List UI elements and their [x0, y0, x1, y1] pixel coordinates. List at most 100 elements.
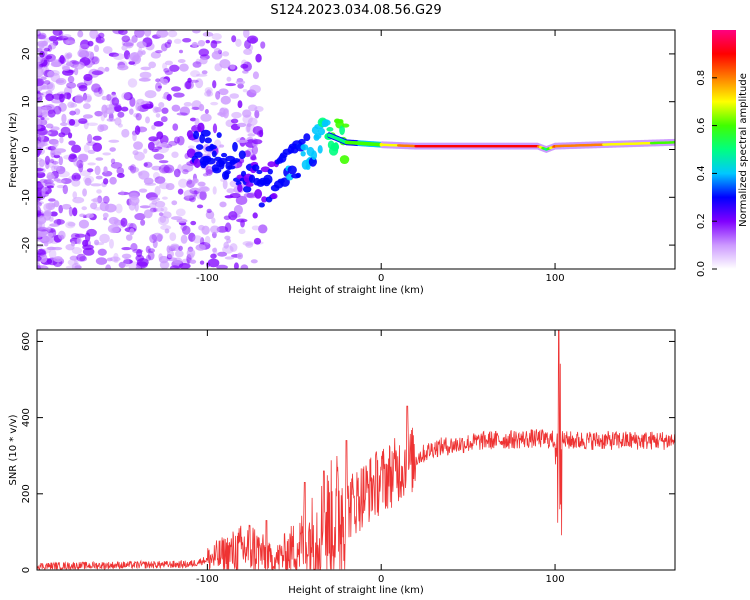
noise-blob [83, 73, 93, 82]
noise-blob [71, 247, 83, 255]
noise-blob [187, 178, 193, 185]
noise-blob [105, 264, 112, 269]
noise-blob [153, 121, 164, 127]
noise-blob [40, 235, 52, 242]
noise-blob [148, 136, 159, 142]
noise-blob [37, 197, 41, 202]
noise-blob [38, 159, 46, 168]
noise-blob [202, 173, 209, 177]
noise-blob [209, 225, 220, 234]
noise-blob [50, 211, 58, 217]
noise-blob [238, 157, 245, 164]
snr-frame [36, 329, 676, 571]
noise-blob [56, 218, 62, 226]
noise-blob [102, 195, 110, 204]
noise-blob [85, 51, 94, 59]
snr-y-axis-label: SNR (10 * v/v) [8, 414, 19, 485]
noise-blob [52, 140, 59, 147]
noise-blob [145, 254, 152, 261]
noise-blob [242, 109, 252, 118]
noise-blob [69, 255, 79, 261]
noise-blob [133, 113, 140, 118]
noise-blob [86, 228, 97, 237]
noise-blob [91, 198, 102, 203]
noise-blob [71, 61, 81, 65]
noise-blob [195, 73, 208, 77]
ridge-blob [212, 167, 222, 174]
colorbar-label: Normalized spectral amplitude [738, 73, 749, 227]
ridge-blob [194, 151, 203, 158]
noise-blob [113, 252, 119, 261]
noise-blob [123, 257, 130, 267]
noise-blob [65, 61, 74, 67]
ridge-blob [256, 169, 263, 175]
noise-blob [48, 35, 58, 42]
noise-blob [189, 187, 201, 195]
noise-blob [43, 202, 53, 212]
noise-blob [83, 144, 90, 153]
noise-blob [152, 239, 158, 249]
noise-blob [250, 259, 258, 264]
noise-blob [147, 251, 155, 261]
noise-blob [212, 247, 217, 253]
ridge-blob [287, 165, 297, 175]
noise-blob [44, 103, 56, 111]
noise-blob [147, 141, 155, 151]
noise-blob [235, 38, 242, 47]
noise-blob [67, 259, 78, 266]
noise-blob [111, 91, 116, 96]
noise-blob [65, 265, 78, 269]
ridge-blob [186, 148, 196, 159]
snr-series-line [37, 330, 675, 570]
noise-blob [62, 34, 72, 39]
noise-blob [95, 36, 105, 44]
noise-blob [37, 231, 44, 238]
ridge-blob [221, 152, 228, 158]
noise-blob [37, 265, 41, 269]
noise-blob [225, 83, 237, 87]
noise-blob [183, 102, 192, 107]
snr-x-axis-label: Height of straight line (km) [288, 585, 424, 596]
noise-blob [138, 188, 148, 193]
ridge-blob [227, 165, 236, 170]
noise-blob [253, 237, 262, 245]
noise-blob [81, 206, 87, 211]
noise-blob [37, 78, 45, 86]
ridge-blob [197, 122, 205, 133]
noise-blob [115, 203, 123, 214]
ridge-blob [232, 141, 238, 152]
noise-blob [68, 118, 76, 126]
noise-blob [48, 216, 54, 222]
noise-blob [121, 106, 129, 112]
noise-blob [155, 78, 161, 83]
noise-blob [76, 159, 84, 169]
noise-blob [68, 206, 74, 217]
noise-blob [145, 245, 151, 254]
noise-blob [118, 261, 126, 269]
noise-blob [61, 113, 67, 124]
noise-blob [219, 144, 225, 148]
noise-blob [252, 71, 259, 80]
noise-blob [37, 201, 42, 207]
noise-blob [240, 63, 249, 69]
noise-blob [179, 63, 189, 72]
noise-blob [210, 253, 217, 259]
noise-blob [113, 53, 125, 61]
noise-blob [210, 101, 219, 106]
noise-blob [47, 70, 55, 78]
noise-blob [47, 146, 56, 151]
noise-blob [206, 208, 212, 214]
noise-blob [183, 80, 194, 90]
noise-blob [164, 70, 173, 76]
noise-blob [141, 103, 154, 109]
noise-blob [235, 80, 246, 85]
noise-blob [91, 70, 104, 76]
noise-blob [65, 221, 76, 229]
noise-blob [55, 77, 67, 86]
noise-blob [230, 118, 239, 124]
noise-blob [82, 244, 94, 251]
noise-blob [137, 171, 143, 176]
noise-blob [191, 106, 200, 111]
